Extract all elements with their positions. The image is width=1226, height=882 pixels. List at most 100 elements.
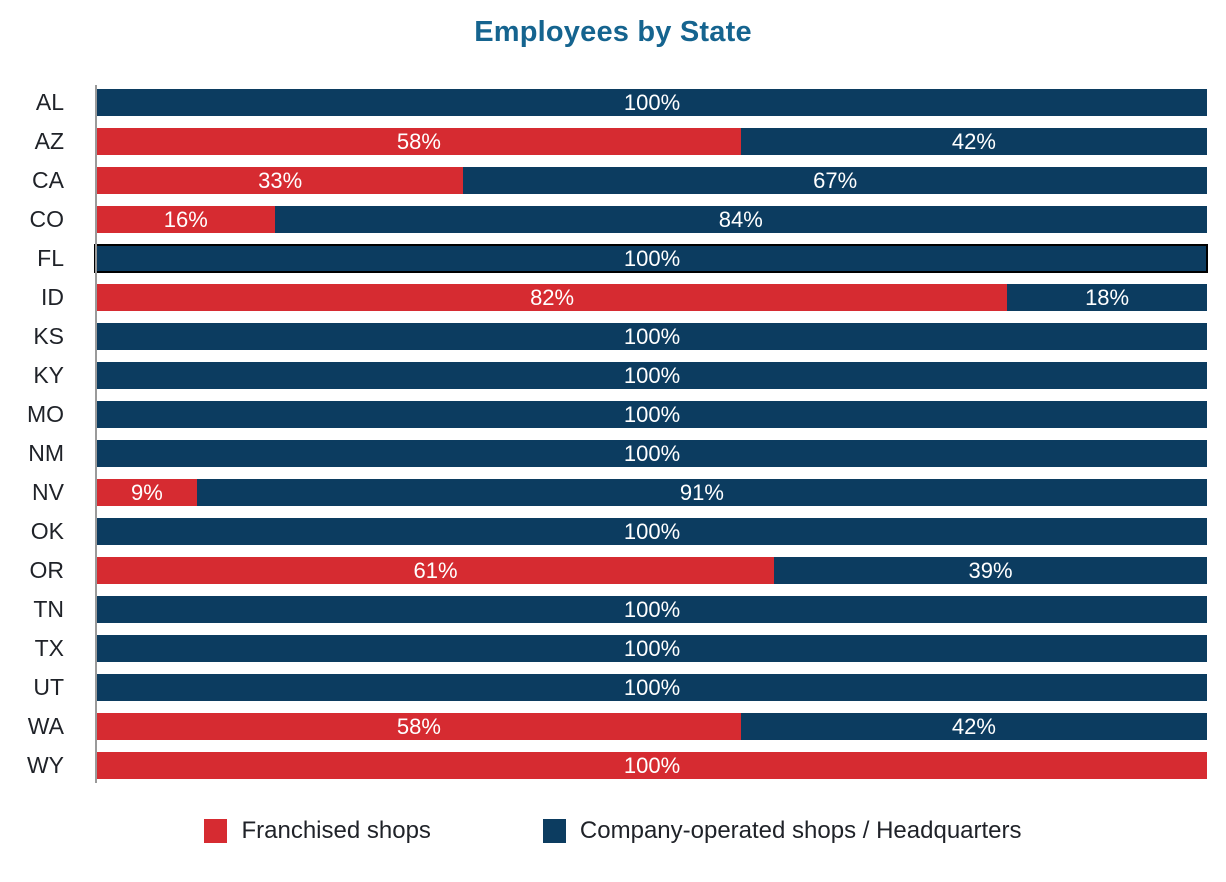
franchised-segment: 100% [97,752,1207,779]
value-label: 61% [413,557,458,583]
legend-swatch-company [542,819,566,843]
category-label: AL [35,89,64,115]
category-label: NV [32,479,64,505]
company-segment: 100% [97,440,1207,467]
franchised-segment: 58% [97,713,741,740]
legend-swatch-franchised [204,819,228,843]
bar-track: 100% [95,752,1207,779]
chart-title: Employees by State [474,16,752,48]
franchised-segment: 16% [97,206,275,233]
company-segment: 100% [97,596,1207,623]
category-label: KS [33,323,64,349]
bar-track: 82% 18% [95,284,1207,311]
bar-track: 58% 42% [95,128,1207,155]
value-label: 82% [530,284,575,310]
bar-track: 100% [95,323,1207,350]
company-segment: 100% [97,362,1207,389]
category-label: FL [37,245,64,271]
bar-row-ky: KY 100% [0,362,1207,389]
value-label: 100% [623,635,681,661]
bar-row-ca: CA 33% 67% [0,167,1207,194]
value-label: 33% [258,167,303,193]
bar-row-ks: KS 100% [0,323,1207,350]
bar-row-fl: FL 100% [0,244,1208,273]
value-label: 100% [623,323,681,349]
legend-label: Company-operated shops / Headquarters [579,817,1022,844]
category-label: WY [26,752,64,778]
category-label: CA [32,167,64,193]
chart-area: AL 100% AZ 58% 42% CA 33% 67% CO 16% 84% FL 100% ID 82… [0,85,1208,783]
legend-item-company: Company-operated shops / Headquarters [542,817,1022,845]
bar-row-co: CO 16% 84% [0,206,1207,233]
bar-track: 100% [95,440,1207,467]
category-label: OR [29,557,65,583]
bar-row-tx: TX 100% [0,635,1207,662]
value-label: 58% [396,713,441,739]
company-segment: 100% [97,518,1207,545]
value-label: 100% [623,752,681,778]
franchised-segment: 9% [97,479,197,506]
value-label: 100% [623,89,681,115]
bar-rows: AL 100% AZ 58% 42% CA 33% 67% CO 16% 84% FL 100% ID 82… [0,85,1208,783]
category-label: ID [41,284,64,310]
company-segment: 39% [774,557,1207,584]
value-label: 100% [623,245,681,271]
value-label: 39% [968,557,1013,583]
value-label: 58% [396,128,441,154]
bar-track: 100% [95,518,1207,545]
bar-track: 58% 42% [95,713,1207,740]
value-label: 100% [623,401,681,427]
company-segment: 84% [274,206,1207,233]
value-label: 16% [163,206,208,232]
company-segment: 42% [740,713,1207,740]
bar-row-id: ID 82% 18% [0,284,1207,311]
bar-track: 61% 39% [95,557,1207,584]
value-label: 18% [1085,284,1130,310]
value-label: 100% [623,596,681,622]
value-label: 100% [623,518,681,544]
category-label: CO [29,206,65,232]
bar-track: 100% [95,89,1207,116]
category-label: NM [28,440,64,466]
category-label: MO [26,401,64,427]
bar-track: 100% [95,401,1207,428]
bar-row-nm: NM 100% [0,440,1207,467]
bar-row-mo: MO 100% [0,401,1207,428]
company-segment: 100% [97,635,1207,662]
value-label: 100% [623,674,681,700]
bar-row-wa: WA 58% 42% [0,713,1207,740]
company-segment: 100% [97,401,1207,428]
category-label: KY [33,362,64,388]
company-segment: 100% [97,89,1207,116]
bar-row-az: AZ 58% 42% [0,128,1207,155]
bar-track: 16% 84% [95,206,1207,233]
company-segment: 100% [97,245,1207,272]
company-segment: 42% [740,128,1207,155]
legend-item-franchised: Franchised shops [204,817,431,845]
value-label: 100% [623,362,681,388]
category-label: AZ [34,128,64,154]
bar-row-ut: UT 100% [0,674,1207,701]
bar-row-tn: TN 100% [0,596,1207,623]
value-label: 84% [718,206,763,232]
bar-row-wy: WY 100% [0,752,1207,779]
company-segment: 91% [196,479,1207,506]
category-label: OK [30,518,64,544]
franchised-segment: 82% [97,284,1008,311]
category-label: WA [27,713,64,739]
bar-row-ok: OK 100% [0,518,1207,545]
company-segment: 100% [97,323,1207,350]
legend: Franchised shops Company-operated shops /… [0,817,1226,845]
bar-row-nv: NV 9% 91% [0,479,1207,506]
value-label: 91% [679,479,724,505]
bar-track: 9% 91% [95,479,1207,506]
value-label: 100% [623,440,681,466]
bar-track: 100% [95,596,1207,623]
company-segment: 67% [463,167,1207,194]
category-label: TX [34,635,64,661]
category-label: TN [33,596,64,622]
y-axis-line [95,85,97,783]
bar-track: 100% [95,362,1207,389]
bar-row-al: AL 100% [0,89,1207,116]
